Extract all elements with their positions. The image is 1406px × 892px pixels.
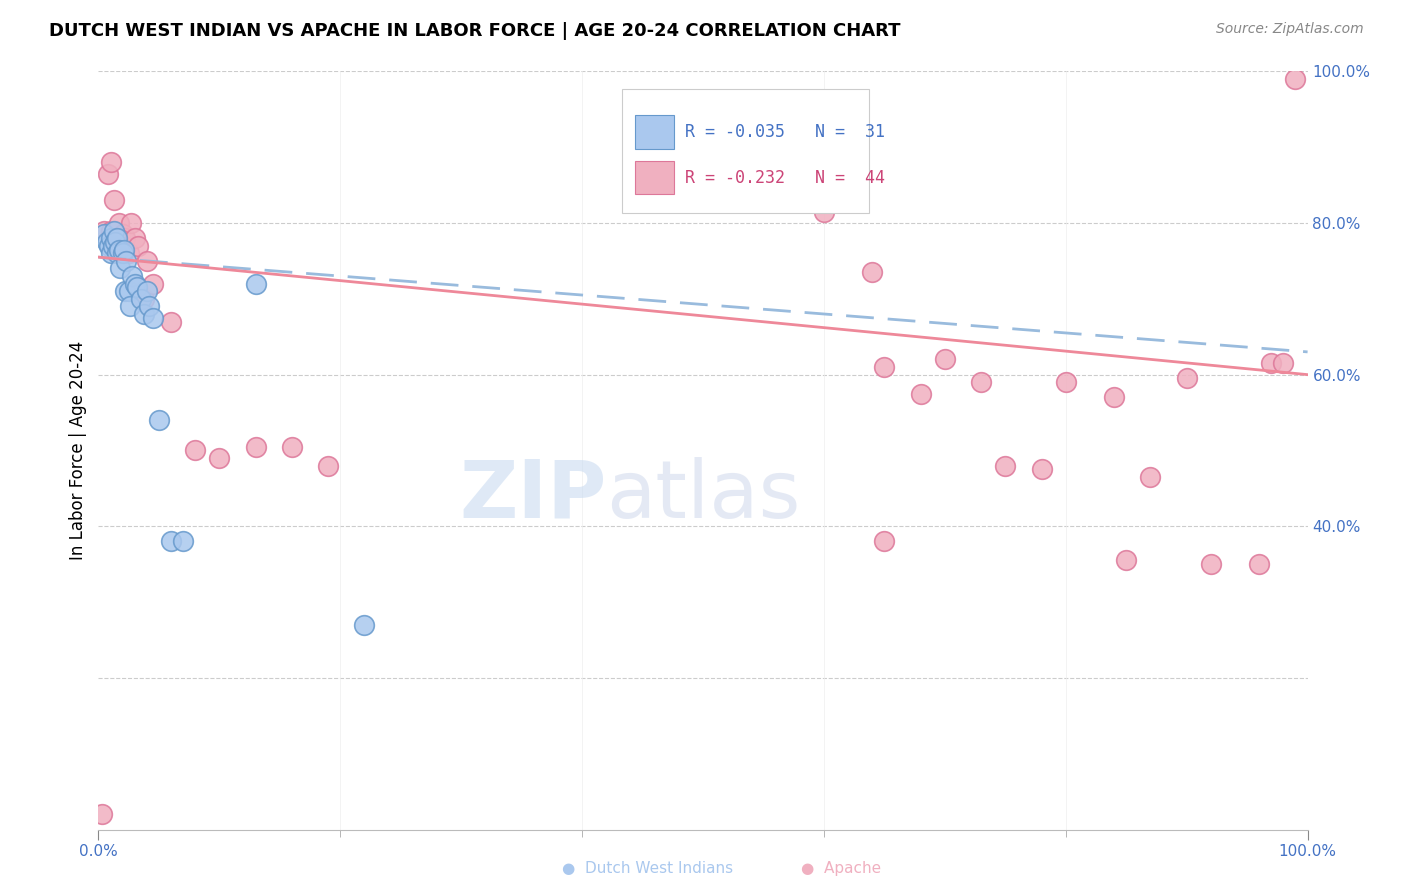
Point [114, 231, 136, 245]
Text: ●  Apache: ● Apache [801, 861, 882, 876]
Point [108, 261, 131, 276]
Text: R = -0.035   N =  31: R = -0.035 N = 31 [685, 123, 884, 141]
FancyBboxPatch shape [621, 89, 869, 213]
Point [1260, 356, 1282, 370]
Point [124, 231, 146, 245]
Point [138, 300, 160, 314]
FancyBboxPatch shape [636, 161, 673, 194]
Text: ●  Dutch West Indians: ● Dutch West Indians [562, 861, 734, 876]
Text: DUTCH WEST INDIAN VS APACHE IN LABOR FORCE | AGE 20-24 CORRELATION CHART: DUTCH WEST INDIAN VS APACHE IN LABOR FOR… [49, 22, 901, 40]
Point [184, 443, 207, 458]
Point [142, 277, 165, 291]
Point [1199, 557, 1222, 572]
Point [281, 440, 304, 454]
Point [245, 440, 267, 454]
Point [934, 352, 956, 367]
Point [994, 458, 1017, 473]
Point [120, 216, 142, 230]
Point [108, 216, 131, 230]
Point [93, 227, 115, 242]
Point [813, 204, 835, 219]
Point [1175, 371, 1198, 385]
Point [121, 269, 143, 284]
Point [148, 413, 170, 427]
Point [118, 285, 141, 299]
Point [115, 253, 138, 268]
Point [98, 238, 121, 253]
Point [112, 243, 135, 257]
Point [91, 807, 114, 822]
Point [873, 359, 896, 375]
Text: atlas: atlas [606, 457, 800, 535]
Point [716, 125, 738, 139]
Point [970, 376, 993, 390]
Point [129, 292, 152, 306]
Point [100, 223, 122, 237]
Point [353, 617, 375, 632]
Point [134, 307, 156, 321]
Point [118, 246, 141, 260]
Point [1139, 470, 1161, 484]
Point [172, 534, 194, 549]
Point [1272, 356, 1295, 370]
Point [108, 231, 131, 245]
Text: Source: ZipAtlas.com: Source: ZipAtlas.com [1216, 22, 1364, 37]
Point [100, 246, 122, 260]
Point [105, 246, 128, 260]
Point [1054, 376, 1077, 390]
Point [160, 534, 183, 549]
Point [135, 253, 157, 268]
Point [103, 223, 125, 237]
Point [208, 451, 231, 466]
Point [134, 292, 156, 306]
Point [160, 314, 183, 328]
Point [142, 310, 165, 325]
Point [124, 277, 146, 291]
Point [97, 167, 120, 181]
Point [103, 194, 125, 208]
Point [910, 386, 932, 401]
Point [1249, 557, 1271, 572]
Point [96, 235, 118, 249]
Point [104, 235, 127, 249]
Text: R = -0.232   N =  44: R = -0.232 N = 44 [685, 169, 884, 186]
Point [105, 227, 128, 242]
Point [100, 155, 122, 169]
Point [105, 231, 128, 245]
FancyBboxPatch shape [636, 115, 673, 149]
Point [93, 223, 115, 237]
Y-axis label: In Labor Force | Age 20-24: In Labor Force | Age 20-24 [69, 341, 87, 560]
Point [111, 227, 134, 242]
Point [316, 458, 339, 473]
Point [1102, 391, 1125, 405]
Point [245, 277, 267, 291]
Point [101, 238, 124, 253]
Point [135, 285, 157, 299]
Point [118, 300, 141, 314]
Point [127, 238, 149, 253]
Point [1284, 72, 1306, 87]
Point [100, 231, 122, 245]
Point [127, 280, 149, 294]
Point [114, 285, 136, 299]
Point [108, 243, 131, 257]
Point [1115, 553, 1137, 567]
Point [860, 265, 883, 279]
Point [873, 534, 896, 549]
Text: ZIP: ZIP [458, 457, 606, 535]
Point [111, 246, 134, 260]
Point [1031, 462, 1053, 476]
